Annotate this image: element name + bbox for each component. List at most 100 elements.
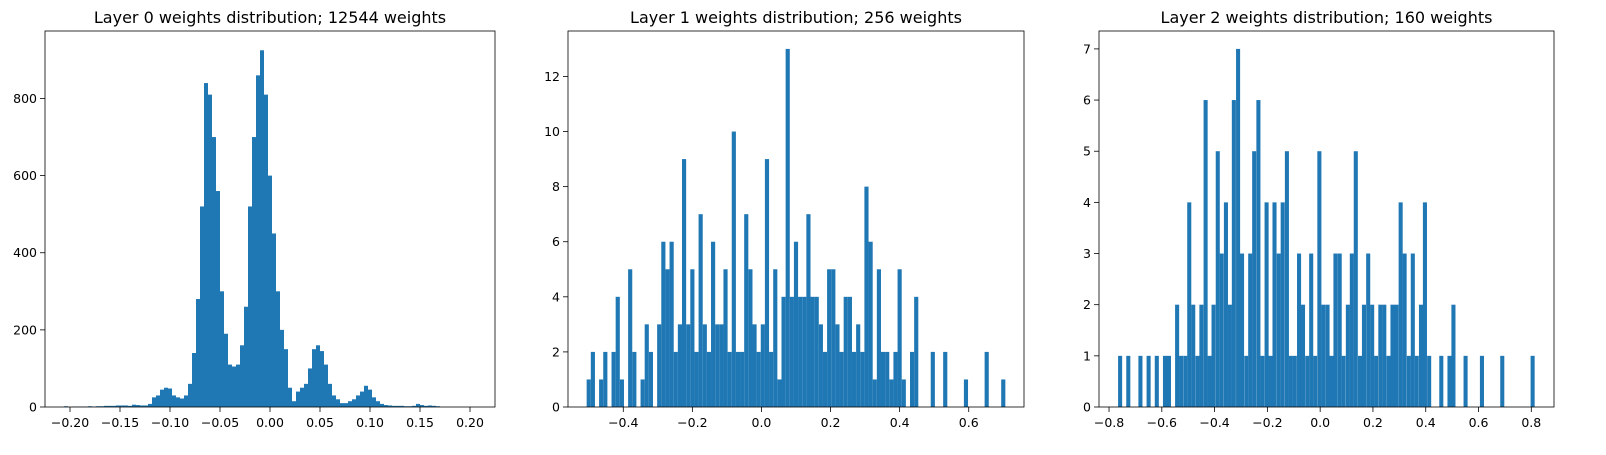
histogram-bar	[1386, 356, 1390, 407]
y-tick-label: 4	[552, 289, 560, 304]
x-tick-label: −0.4	[608, 415, 638, 430]
histogram-bar	[806, 214, 810, 407]
y-tick-label: 6	[552, 234, 560, 249]
x-tick-label: −0.6	[1147, 415, 1177, 430]
histogram-bar	[603, 352, 607, 407]
histogram-bar	[244, 307, 248, 407]
histogram-bar	[272, 233, 276, 407]
histogram-bar	[252, 137, 256, 407]
histogram-bar	[1309, 254, 1313, 407]
histogram-bar	[1423, 202, 1427, 407]
histogram-bar	[1248, 254, 1252, 407]
histogram-bar	[276, 291, 280, 407]
histogram-bar	[686, 324, 690, 407]
x-tick-label: −0.4	[1199, 415, 1229, 430]
histogram-bar	[877, 269, 881, 407]
histogram-bar	[931, 352, 935, 407]
histogram-bar	[869, 242, 873, 407]
chart-title: Layer 1 weights distribution; 256 weight…	[630, 8, 962, 27]
histogram-bar	[1451, 305, 1455, 407]
histogram-bar	[216, 191, 220, 407]
histogram-bar	[1277, 254, 1281, 407]
y-tick-label: 7	[1083, 41, 1091, 56]
histogram-bar	[1374, 356, 1378, 407]
histogram-bar	[860, 352, 864, 407]
histogram-bar	[898, 269, 902, 407]
histogram-bar	[802, 297, 806, 407]
histogram-bar	[1252, 151, 1256, 407]
histogram-bar	[748, 269, 752, 407]
histogram-bar	[328, 384, 332, 407]
x-tick-label: 0.0	[1310, 415, 1330, 430]
histogram-bar	[312, 349, 316, 407]
x-tick-label: −0.2	[677, 415, 707, 430]
histogram-bar	[376, 401, 380, 407]
histogram-bar	[416, 404, 420, 407]
histogram-bar	[168, 388, 172, 407]
histogram-bar	[665, 269, 669, 407]
histogram-bar	[1195, 356, 1199, 407]
histogram-bar	[1301, 305, 1305, 407]
histogram-bar	[316, 345, 320, 407]
histogram-bar	[649, 352, 653, 407]
chart-title: Layer 2 weights distribution; 160 weight…	[1161, 8, 1493, 27]
histogram-bar	[280, 330, 284, 407]
histogram-bar	[645, 324, 649, 407]
x-tick-label: −0.05	[201, 415, 239, 430]
y-tick-label: 5	[1083, 144, 1091, 159]
histogram-bar	[694, 352, 698, 407]
histogram-bar	[831, 269, 835, 407]
histogram-bar	[1378, 305, 1382, 407]
histogram-bar	[728, 352, 732, 407]
histogram-bar	[711, 242, 715, 407]
histogram-bar	[1220, 254, 1224, 407]
histogram-bar	[1419, 305, 1423, 407]
x-tick-label: 0.6	[1469, 415, 1489, 430]
histogram-bar	[699, 214, 703, 407]
y-tick-label: 6	[1083, 93, 1091, 108]
histogram-bar	[256, 75, 260, 407]
histogram-bar	[1329, 356, 1333, 407]
histogram-bar	[1281, 202, 1285, 407]
histogram-bar	[260, 50, 264, 407]
x-tick-label: −0.10	[151, 415, 189, 430]
x-tick-label: 0.05	[306, 415, 334, 430]
histogram-bar	[765, 159, 769, 407]
histogram-bar	[719, 324, 723, 407]
histogram-bar	[176, 397, 180, 407]
histogram-bar	[715, 324, 719, 407]
histogram-bar	[220, 291, 224, 407]
histogram-bar	[819, 324, 823, 407]
histogram-bar	[1531, 356, 1535, 407]
histogram-bar	[1236, 49, 1240, 407]
histogram-bar	[835, 324, 839, 407]
histogram-bar	[1403, 254, 1407, 407]
y-tick-label: 800	[13, 91, 37, 106]
histogram-bar	[1175, 305, 1179, 407]
histogram-bar	[1333, 254, 1337, 407]
histogram-bar	[1317, 151, 1321, 407]
histogram-bar	[1313, 356, 1317, 407]
histogram-bar	[236, 365, 240, 407]
x-tick-label: 0.20	[456, 415, 484, 430]
histogram-bar	[1204, 100, 1208, 407]
y-tick-label: 200	[13, 322, 37, 337]
histogram-bar	[320, 351, 324, 407]
histogram-bar	[1326, 305, 1330, 407]
histogram-bar	[356, 395, 360, 407]
histogram-bar	[703, 324, 707, 407]
histogram-bar	[910, 352, 914, 407]
histogram-bar	[881, 352, 885, 407]
x-tick-label: −0.2	[1252, 415, 1282, 430]
x-tick-label: 0.4	[1416, 415, 1436, 430]
histogram-bar	[188, 384, 192, 407]
x-tick-label: 0.4	[890, 415, 910, 430]
histogram-bar	[300, 388, 304, 407]
histogram-bar	[740, 352, 744, 407]
histogram-bar	[1338, 254, 1342, 407]
y-tick-label: 4	[1083, 195, 1091, 210]
histogram-bar	[1285, 151, 1289, 407]
histogram-bar	[773, 269, 777, 407]
